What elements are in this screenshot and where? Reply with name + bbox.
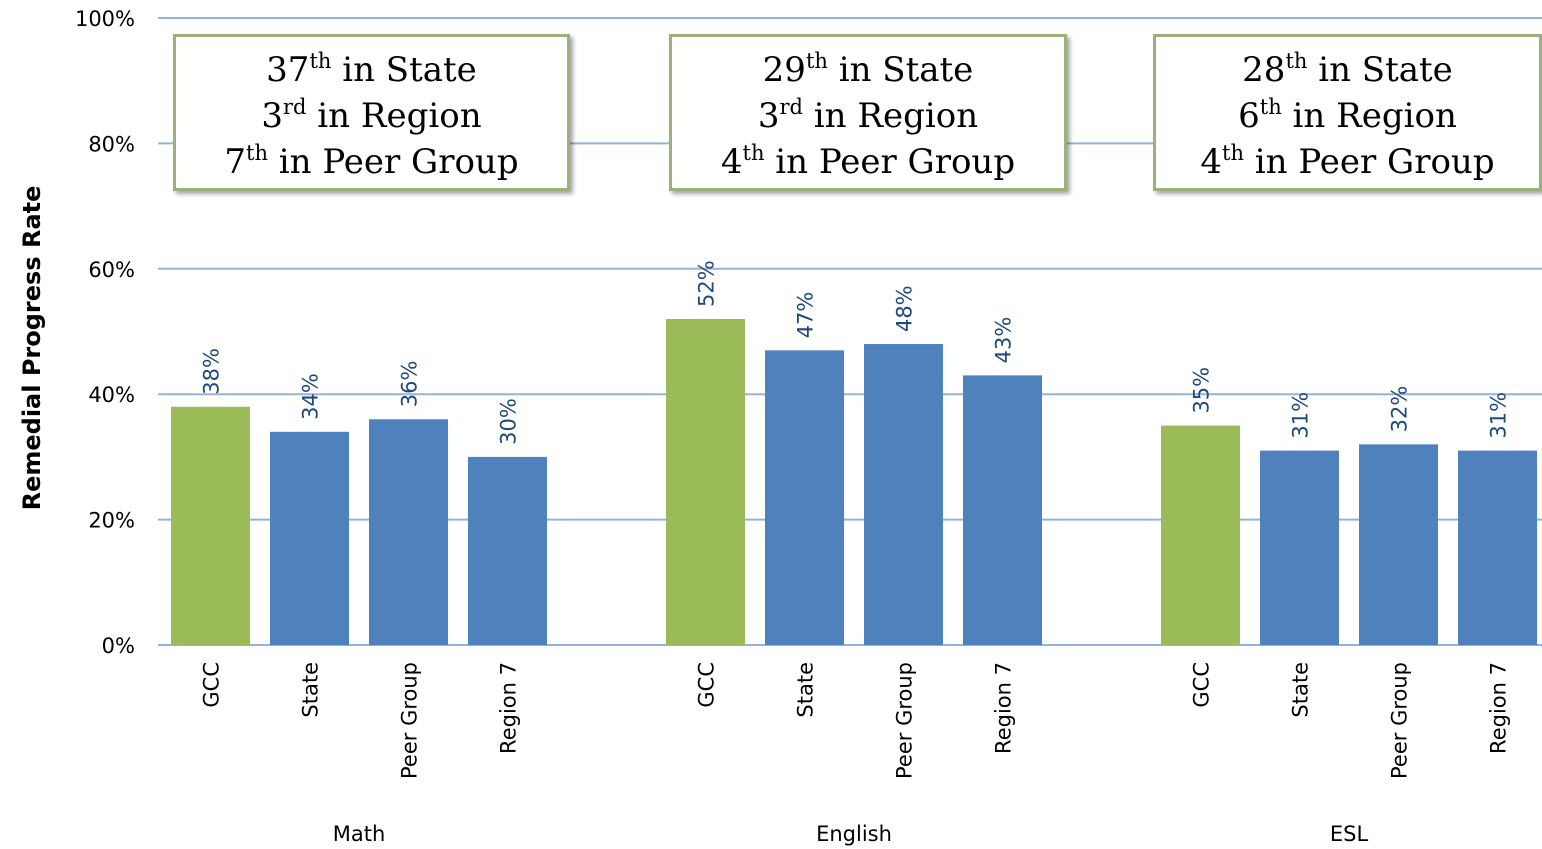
bar [1359, 444, 1438, 645]
rank-number: 3 [757, 96, 780, 136]
category-label: GCC [200, 662, 224, 708]
y-axis-title: Remedial Progress Rate [18, 186, 46, 511]
bar [666, 318, 745, 645]
category-label: Peer Group [893, 662, 917, 779]
rank-line: 6th in Region [1156, 93, 1539, 139]
rank-text: in Peer Group [764, 142, 1016, 182]
category-label: Region 7 [497, 662, 521, 754]
data-label: 52% [695, 260, 719, 307]
group-label: English [816, 822, 892, 846]
category-label: Region 7 [992, 662, 1016, 754]
rank-suffix: th [1259, 95, 1282, 119]
rank-box: 29th in State 3rd in Region 4th in Peer Gr… [669, 34, 1067, 191]
rank-line: 28th in State [1156, 47, 1539, 93]
category-label: Peer Group [398, 662, 422, 779]
data-labels: 38% 34% 36% 30% 52% 47% 48% 43% 35% 31% 32% 31% [200, 260, 1511, 445]
rank-text: in Peer Group [268, 142, 519, 182]
rank-number: 3 [261, 96, 284, 136]
rank-text: in State [827, 50, 974, 90]
rank-number: 4 [720, 142, 743, 182]
rank-text: in Peer Group [1244, 142, 1495, 182]
bar [963, 375, 1042, 645]
rank-line: 3rd in Region [672, 93, 1064, 139]
rank-line: 4th in Peer Group [1156, 139, 1539, 185]
bar [1458, 450, 1537, 645]
group-labels: Math English ESL [333, 822, 1369, 846]
rank-line: 7th in Peer Group [176, 139, 567, 185]
group-label: Math [333, 822, 386, 846]
data-label: 48% [893, 285, 917, 332]
rank-number: 6 [1238, 96, 1260, 136]
y-tick-label: 100% [75, 7, 135, 31]
data-label: 43% [992, 317, 1016, 364]
rank-suffix: rd [283, 95, 307, 119]
y-tick-label: 60% [88, 258, 135, 282]
rank-line: 29th in State [672, 47, 1064, 93]
rank-box: 37th in State 3rd in Region 7th in Peer Gr… [173, 34, 570, 191]
bar [765, 350, 844, 645]
rank-suffix: th [1222, 141, 1244, 165]
rank-line: 4th in Peer Group [672, 139, 1064, 185]
data-label: 32% [1388, 386, 1412, 433]
rank-number: 37 [266, 50, 310, 90]
rank-suffix: rd [779, 95, 803, 119]
rank-suffix: th [309, 49, 332, 73]
data-label: 35% [1190, 367, 1214, 414]
bar [1161, 425, 1240, 645]
category-labels: GCC State Peer Group Region 7 GCC State Peer G… [200, 662, 1511, 779]
bar [171, 406, 250, 645]
y-tick-label: 80% [88, 132, 135, 156]
y-tick-label: 40% [88, 383, 135, 407]
rank-text: in Region [1281, 96, 1457, 136]
category-label: State [794, 662, 818, 718]
bar [369, 419, 448, 645]
y-axis-ticks: 0% 20% 40% 60% 80% 100% [75, 7, 135, 658]
data-label: 47% [794, 292, 818, 339]
bars [171, 318, 1537, 645]
group-label: ESL [1330, 822, 1369, 846]
rank-number: 7 [224, 142, 247, 182]
data-label: 36% [398, 361, 422, 408]
category-label: GCC [695, 662, 719, 708]
rank-line: 37th in State [176, 47, 567, 93]
rank-text: in State [331, 50, 477, 90]
rank-suffix: th [805, 49, 828, 73]
data-label: 31% [1289, 392, 1313, 439]
data-label: 30% [497, 398, 521, 445]
bar [864, 344, 943, 645]
y-tick-label: 20% [88, 509, 135, 533]
category-label: Peer Group [1388, 662, 1412, 779]
rank-number: 28 [1242, 50, 1286, 90]
category-label: State [299, 662, 323, 718]
rank-number: 4 [1200, 142, 1223, 182]
data-label: 34% [299, 373, 323, 420]
category-label: State [1289, 662, 1313, 718]
rank-number: 29 [762, 50, 806, 90]
rank-text: in Region [803, 96, 979, 136]
rank-text: in Region [306, 96, 482, 136]
y-tick-label: 0% [102, 634, 135, 658]
bar [1260, 450, 1339, 645]
data-label: 38% [200, 348, 224, 395]
rank-suffix: th [742, 141, 765, 165]
bar [270, 431, 349, 645]
rank-suffix: th [1285, 49, 1308, 73]
category-label: GCC [1190, 662, 1214, 708]
rank-box: 28th in State 6th in Region 4th in Peer Gr… [1153, 34, 1542, 191]
category-label: Region 7 [1487, 662, 1511, 754]
rank-suffix: th [246, 141, 268, 165]
bar [468, 456, 547, 645]
data-label: 31% [1487, 392, 1511, 439]
rank-line: 3rd in Region [176, 93, 567, 139]
rank-text: in State [1307, 50, 1453, 90]
